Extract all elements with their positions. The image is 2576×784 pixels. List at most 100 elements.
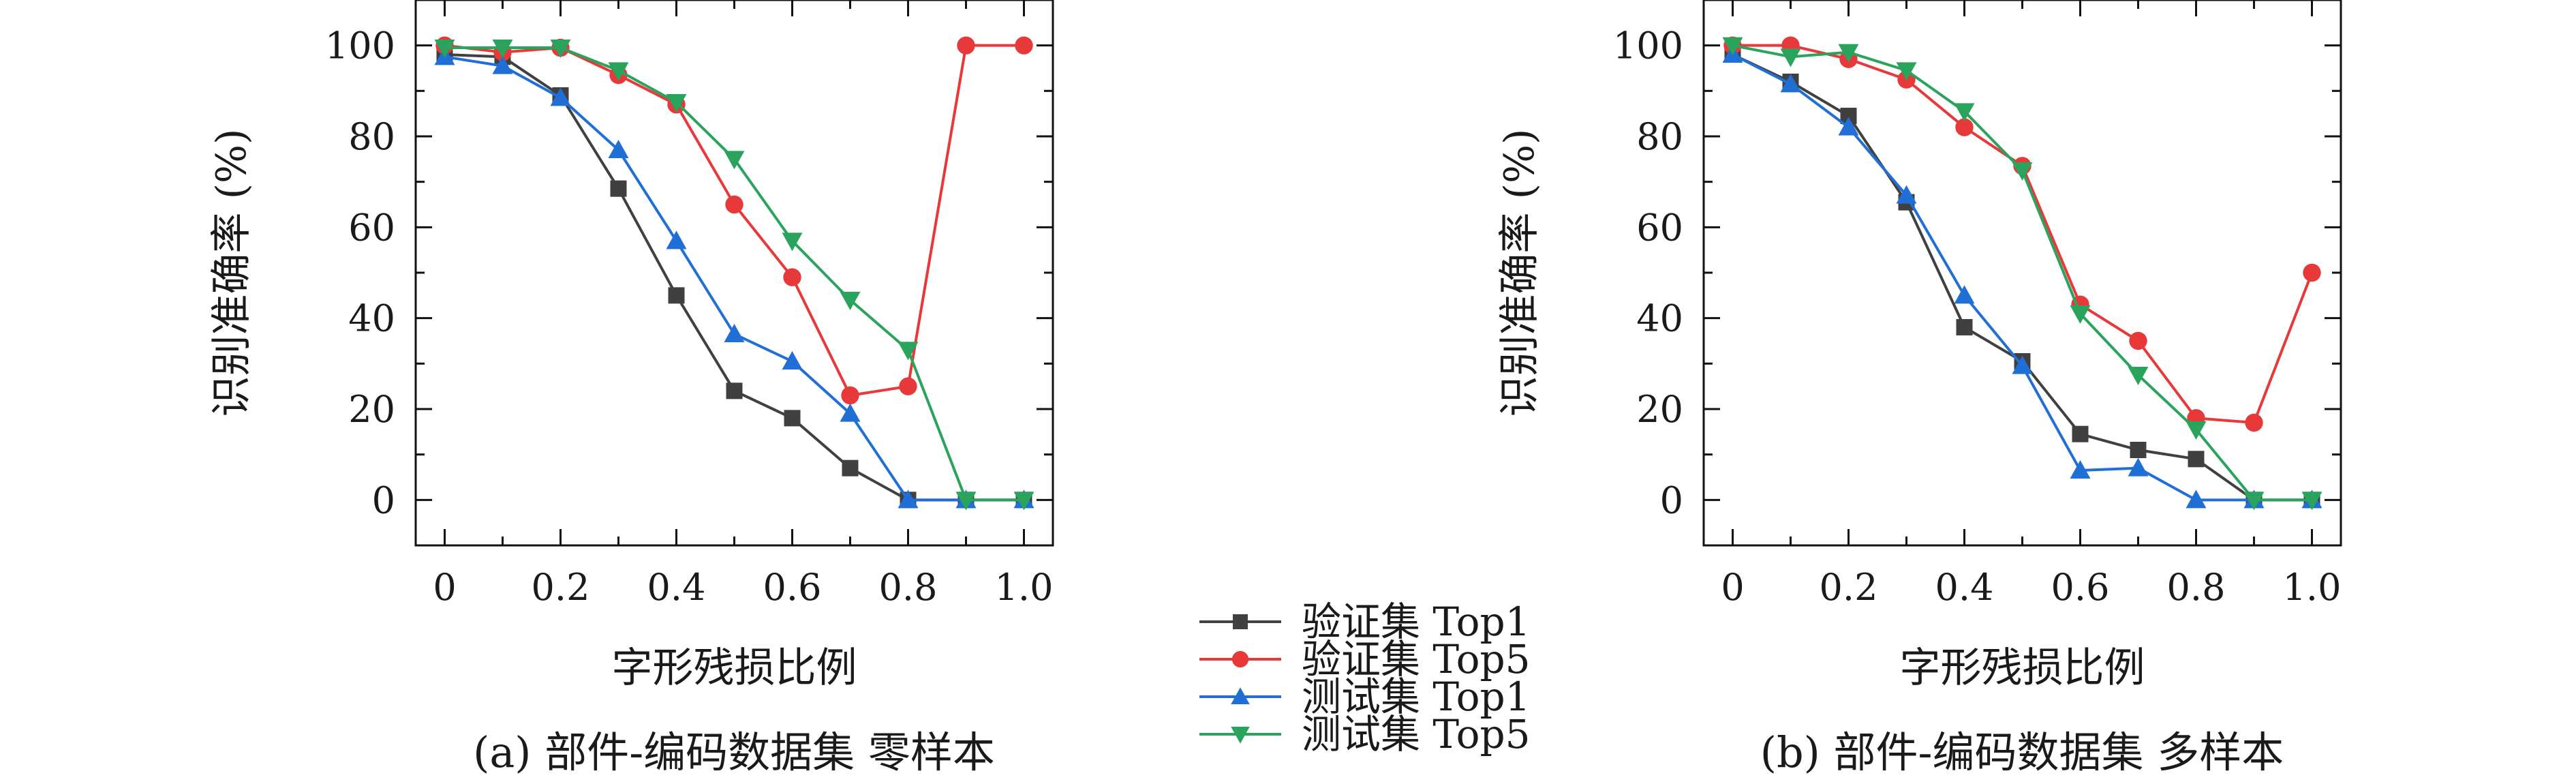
data-point <box>1954 103 1975 122</box>
data-point <box>1838 117 1859 136</box>
x-tick-label: 0.8 <box>879 566 938 609</box>
x-tick-label: 0.2 <box>532 566 590 609</box>
data-point <box>608 140 629 158</box>
data-point <box>2301 492 2322 511</box>
data-point <box>1780 48 1801 67</box>
data-point <box>782 232 803 252</box>
series-line <box>1732 53 2312 502</box>
data-point <box>840 403 861 422</box>
data-point <box>726 382 743 399</box>
x-axis-title: 字形残损比例 <box>612 644 857 692</box>
data-point <box>492 55 513 74</box>
legend-label: 验证集 Top5 <box>1302 636 1531 682</box>
data-point <box>841 386 859 405</box>
legend-label: 验证集 Top1 <box>1302 599 1531 645</box>
data-point <box>2128 457 2149 477</box>
data-point <box>2012 162 2033 181</box>
series-line <box>444 55 1024 502</box>
data-point <box>608 62 629 81</box>
y-tick-label: 60 <box>1636 206 1683 249</box>
data-point <box>955 492 977 511</box>
data-point <box>666 230 687 250</box>
series-line <box>444 53 1024 502</box>
x-tick-label: 0.6 <box>2051 566 2110 609</box>
data-point <box>2128 367 2149 385</box>
y-axis-title: 识别准确率 (%) <box>208 129 256 417</box>
y-tick-label: 60 <box>348 206 395 249</box>
data-point <box>2072 425 2089 442</box>
y-tick-label: 40 <box>348 297 395 340</box>
data-point <box>2186 421 2207 440</box>
x-tick-label: 0.4 <box>647 566 706 609</box>
data-point <box>2012 355 2033 374</box>
data-point <box>2070 460 2091 479</box>
data-point <box>725 195 743 214</box>
y-tick-label: 20 <box>348 388 395 431</box>
data-point <box>1896 185 1917 204</box>
series-line <box>444 46 1024 502</box>
x-tick-label: 0 <box>1721 566 1744 609</box>
data-point <box>783 268 801 286</box>
data-point <box>1896 62 1917 81</box>
y-tick-label: 0 <box>372 479 395 522</box>
data-point <box>899 377 917 395</box>
x-tick-label: 1.0 <box>2283 566 2342 609</box>
data-point <box>724 324 745 342</box>
plot-frame <box>1702 0 2342 547</box>
legend-marker <box>1231 727 1250 744</box>
data-point <box>1015 36 1033 55</box>
data-point <box>898 489 919 509</box>
data-point <box>957 36 975 55</box>
data-point <box>1838 44 1859 63</box>
x-tick-label: 0.2 <box>1820 566 1878 609</box>
y-tick-label: 20 <box>1636 388 1683 431</box>
data-point <box>1955 118 1974 136</box>
y-tick-label: 100 <box>1613 25 1683 67</box>
legend-label: 测试集 Top1 <box>1302 674 1531 720</box>
x-axis-title: 字形残损比例 <box>1900 644 2145 692</box>
data-point <box>2245 413 2263 432</box>
data-point <box>2130 442 2147 458</box>
data-point <box>782 351 803 370</box>
data-point <box>666 94 687 112</box>
x-tick-label: 0 <box>433 566 456 609</box>
legend-marker <box>1231 687 1250 704</box>
series-line <box>444 44 1024 397</box>
series-line <box>1732 53 2312 502</box>
chart-panel-b: 0 0.2 0.4 0.6 0.8 1.0 0 20 40 60 80 100 字形残损比例 识别准确率 … <box>1496 0 2342 777</box>
chart-caption: (b) 部件-编码数据集 多样本 <box>1760 727 2284 777</box>
data-point <box>898 342 919 361</box>
y-tick-label: 100 <box>325 25 395 67</box>
data-point <box>550 87 571 106</box>
chart-caption: (a) 部件-编码数据集 零样本 <box>473 727 995 777</box>
data-point <box>1780 74 1801 93</box>
x-tick-label: 0.4 <box>1935 566 1994 609</box>
data-point <box>840 292 861 310</box>
y-tick-label: 0 <box>1660 479 1683 522</box>
data-point <box>842 459 859 477</box>
data-point <box>1013 492 1034 511</box>
data-point <box>2070 305 2091 324</box>
data-point <box>1956 319 1973 335</box>
data-point <box>2303 263 2321 282</box>
chart-panel-a: 0 0.2 0.4 0.6 0.8 1.0 0 20 40 60 80 100 字形残损比例 识别准确率 … <box>208 0 1054 777</box>
data-point <box>1722 37 1743 56</box>
data-point <box>610 180 627 197</box>
x-tick-label: 0.6 <box>763 566 822 609</box>
y-tick-label: 80 <box>1636 115 1683 158</box>
series-line <box>1732 44 2312 502</box>
data-point <box>492 40 513 58</box>
data-point <box>724 151 745 170</box>
data-point <box>434 40 455 58</box>
data-point <box>550 40 571 58</box>
data-point <box>1954 285 1975 304</box>
legend-marker <box>1231 650 1249 668</box>
legend-label: 测试集 Top5 <box>1302 711 1531 757</box>
data-point <box>2186 489 2207 509</box>
data-point <box>784 410 801 427</box>
x-tick-label: 1.0 <box>995 566 1054 609</box>
x-tick-label: 0.8 <box>2167 566 2226 609</box>
data-point <box>2188 451 2205 468</box>
